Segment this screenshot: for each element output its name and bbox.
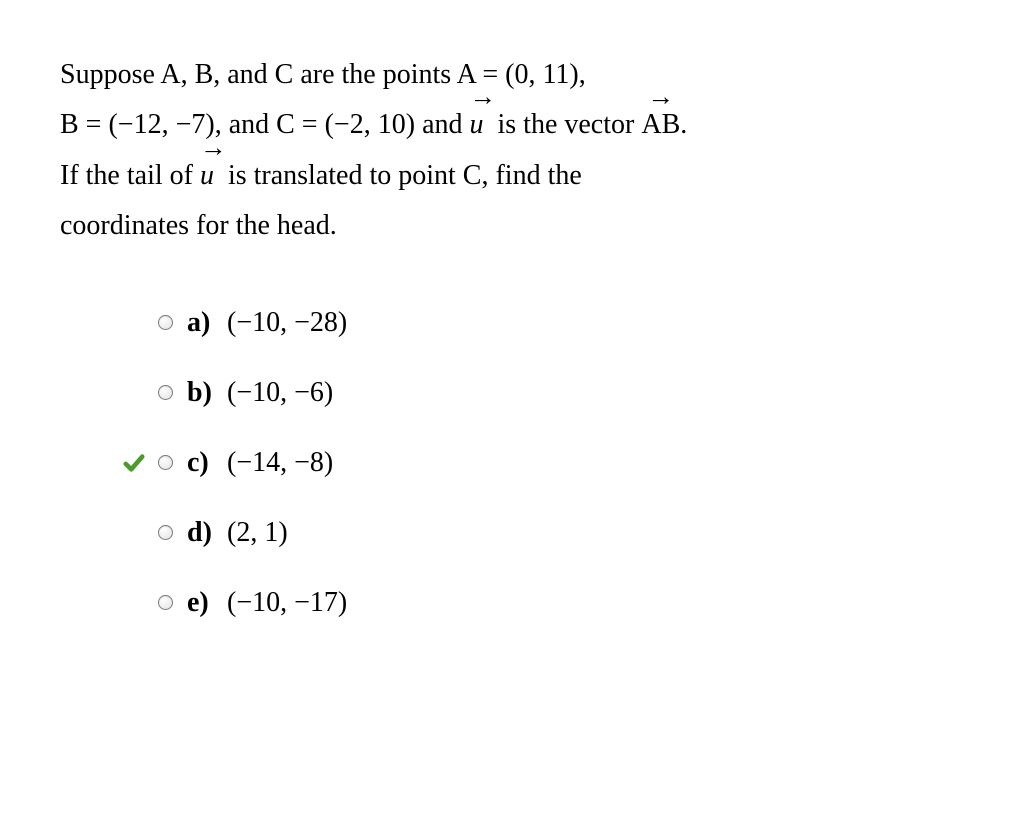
option-radio[interactable] (158, 315, 173, 330)
option-radio[interactable] (158, 525, 173, 540)
option-radio[interactable] (158, 385, 173, 400)
answer-options: a) (−10, −28) b) (−10, −6) c) (−14, −8) d) (2, … (120, 307, 964, 619)
point-a: (0, 11) (505, 59, 579, 90)
vector-ab-text: AB (641, 109, 680, 140)
question-text: Suppose A, B, and C are the points A = (… (60, 50, 964, 252)
option-value: (−10, −6) (227, 377, 333, 409)
q-text-part: is translated to point C, find the (221, 160, 582, 191)
option-label: e) (187, 587, 217, 619)
q-text-part: . (680, 109, 687, 140)
option-row: d) (2, 1) (120, 517, 964, 549)
option-row: b) (−10, −6) (120, 377, 964, 409)
correct-indicator (120, 452, 148, 474)
option-radio[interactable] (158, 455, 173, 470)
option-value: (−14, −8) (227, 447, 333, 479)
q-text-part: , (579, 59, 586, 90)
option-label: c) (187, 447, 217, 479)
option-row: a) (−10, −28) (120, 307, 964, 339)
option-value: (−10, −17) (227, 587, 347, 619)
option-row: e) (−10, −17) (120, 587, 964, 619)
vector-u-text: u (200, 160, 214, 191)
check-icon (123, 452, 145, 474)
option-radio[interactable] (158, 595, 173, 610)
vector-ab-symbol: →AB (641, 100, 680, 150)
option-label: d) (187, 517, 217, 549)
point-c: (−2, 10) (325, 109, 415, 140)
q-text-part: B = (60, 109, 108, 140)
question-page: Suppose A, B, and C are the points A = (… (0, 0, 1024, 697)
option-row: c) (−14, −8) (120, 447, 964, 479)
q-text-part: coordinates for the head. (60, 210, 337, 241)
q-text-part: is the vector (491, 109, 642, 140)
option-value: (−10, −28) (227, 307, 347, 339)
vector-u-symbol: →u (200, 151, 214, 201)
vector-u-symbol: →u (470, 100, 484, 150)
point-b: (−12, −7) (108, 109, 214, 140)
option-label: b) (187, 377, 217, 409)
option-label: a) (187, 307, 217, 339)
q-text-part: , and C = (215, 109, 325, 140)
q-text-part: and (415, 109, 469, 140)
vector-u-text: u (470, 109, 484, 140)
q-text-part: If the tail of (60, 160, 200, 191)
option-value: (2, 1) (227, 517, 288, 549)
q-text-part: Suppose A, B, and C are the points A = (60, 59, 505, 90)
